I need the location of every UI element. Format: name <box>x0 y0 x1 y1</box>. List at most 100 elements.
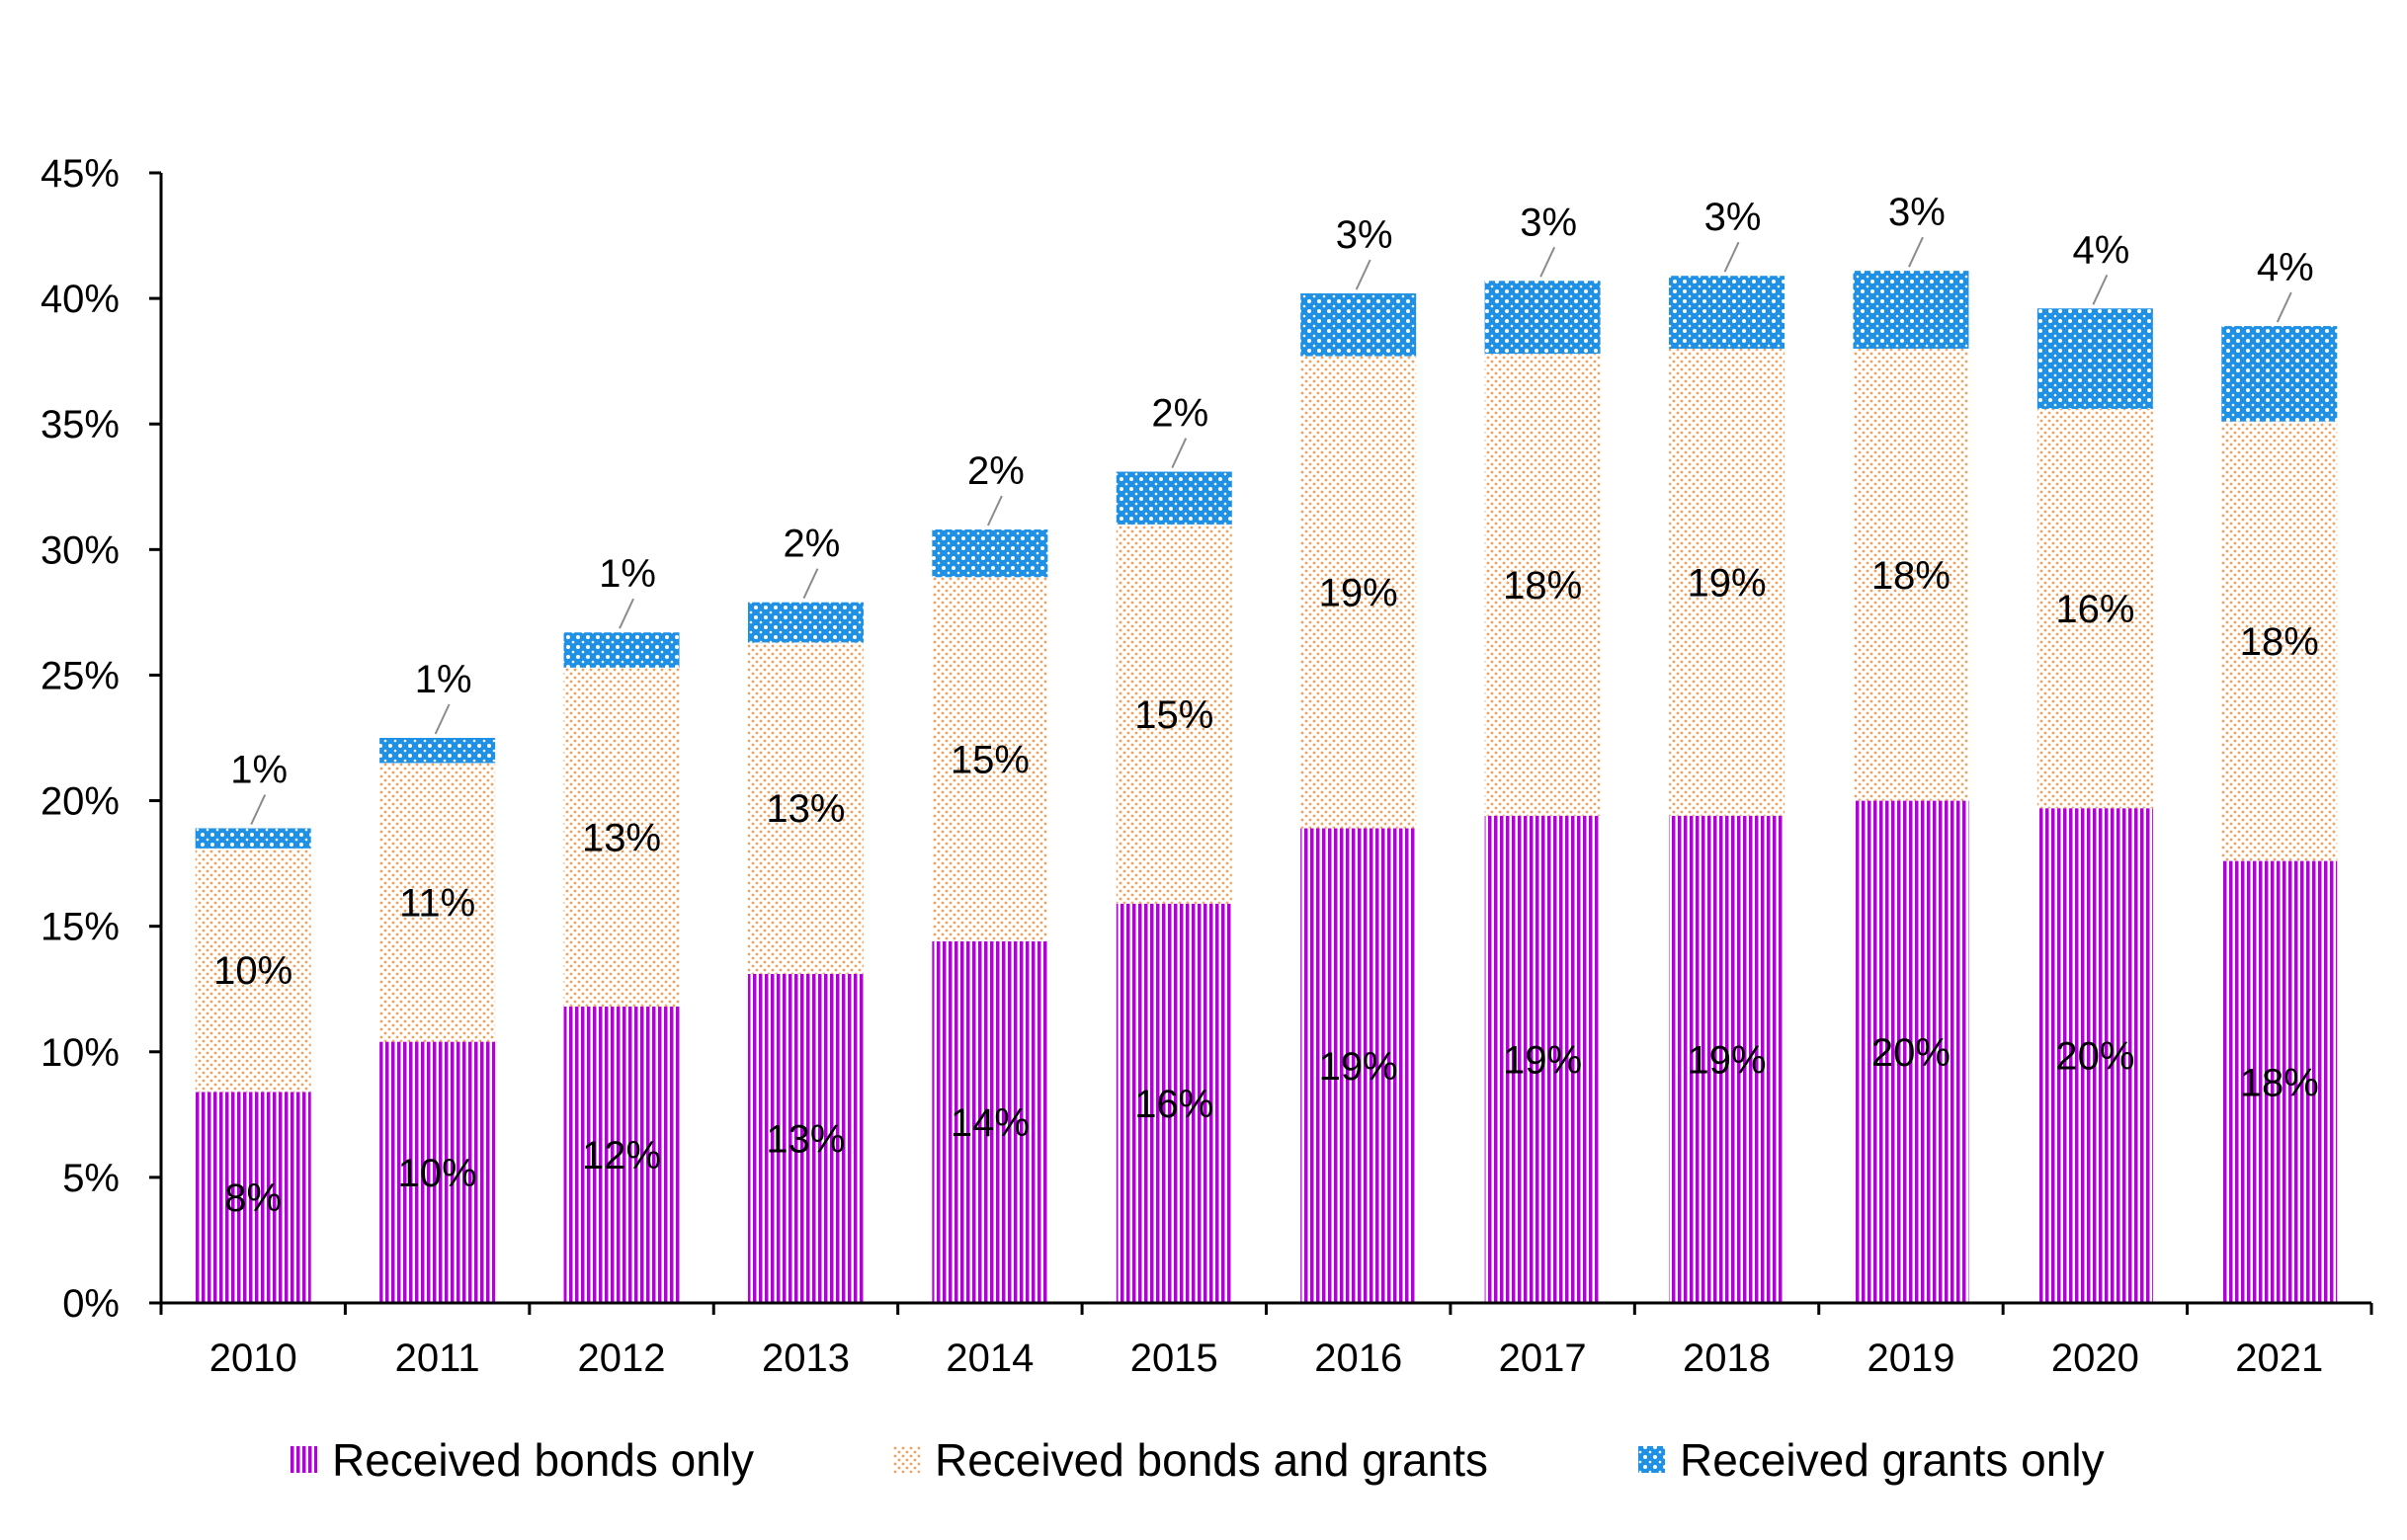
data-label-received-bonds-only-2011: 10% <box>398 1152 477 1195</box>
bar-received-grants-only-2017 <box>1484 281 1601 355</box>
bar-received-grants-only-2020 <box>2036 308 2153 409</box>
x-tick-label-2019: 2019 <box>1867 1337 1954 1380</box>
data-label-received-bonds-and-grants-2021: 18% <box>2240 620 2319 664</box>
leader-line-2013 <box>802 568 819 600</box>
data-label-received-bonds-and-grants-2014: 15% <box>951 739 1030 782</box>
data-label-received-bonds-only-2015: 16% <box>1134 1083 1213 1126</box>
bar-received-bonds-and-grants-2018 <box>1669 348 1785 816</box>
bar-received-bonds-only-2020 <box>2036 808 2153 1303</box>
leader-line-2014 <box>986 495 1003 527</box>
y-tick-label-35%: 35% <box>41 403 120 446</box>
bar-received-grants-only-2016 <box>1300 293 1417 357</box>
bar-received-bonds-and-grants-2016 <box>1300 356 1417 829</box>
x-tick-label-2020: 2020 <box>2051 1337 2139 1380</box>
x-tick-label-2011: 2011 <box>395 1337 480 1380</box>
axes: 2010 2011 2012 2013 2014 2015 2016 2017 2018 2019… <box>41 152 2373 1380</box>
bar-received-bonds-only-2012 <box>563 1007 680 1303</box>
x-tick-label-2014: 2014 <box>946 1337 1034 1380</box>
data-label-received-grants-only-2012: 1% <box>599 552 656 596</box>
y-tick-label-25%: 25% <box>41 654 120 697</box>
bar-received-bonds-only-2015 <box>1116 903 1232 1303</box>
bar-received-bonds-only-2011 <box>379 1041 496 1303</box>
x-tick-label-2017: 2017 <box>1499 1337 1587 1380</box>
data-label-received-bonds-and-grants-2016: 19% <box>1319 572 1398 615</box>
data-label-received-grants-only-2011: 1% <box>415 658 472 701</box>
data-label-received-grants-only-2021: 4% <box>2257 246 2314 289</box>
y-tick-label-20%: 20% <box>41 780 120 824</box>
x-tick-label-2015: 2015 <box>1130 1337 1218 1380</box>
data-label-received-grants-only-2020: 4% <box>2072 228 2129 272</box>
bar-received-grants-only-2014 <box>932 528 1048 578</box>
data-label-received-bonds-and-grants-2011: 11% <box>399 882 475 926</box>
data-label-received-bonds-only-2018: 19% <box>1688 1038 1767 1082</box>
bar-received-grants-only-2013 <box>747 602 864 643</box>
bar-received-bonds-only-2018 <box>1669 815 1785 1303</box>
x-tick-label-2021: 2021 <box>2235 1337 2323 1380</box>
data-label-received-bonds-and-grants-2020: 16% <box>2055 588 2134 631</box>
legend-label-received-bonds-and-grants: Received bonds and grants <box>935 1434 1488 1486</box>
data-label-received-grants-only-2017: 3% <box>1520 201 1577 244</box>
leader-line-2011 <box>434 703 451 735</box>
bar-received-bonds-and-grants-2011 <box>379 763 496 1042</box>
data-label-received-bonds-only-2012: 12% <box>582 1134 661 1177</box>
y-tick-label-0%: 0% <box>62 1282 120 1326</box>
bar-received-bonds-and-grants-2010 <box>195 848 311 1093</box>
leader-line-2016 <box>1355 259 1371 290</box>
legend-swatch-received-bonds-only <box>290 1446 317 1473</box>
y-tick-label-30%: 30% <box>41 528 120 572</box>
leader-line-2017 <box>1539 246 1556 278</box>
data-label-received-bonds-and-grants-2012: 13% <box>582 816 661 859</box>
y-tick-label-40%: 40% <box>41 278 120 321</box>
bar-received-grants-only-2015 <box>1116 471 1232 525</box>
bar-received-bonds-and-grants-2013 <box>747 642 864 974</box>
bar-received-bonds-and-grants-2017 <box>1484 354 1601 816</box>
bar-received-bonds-and-grants-2014 <box>932 577 1048 941</box>
leader-line-2015 <box>1171 438 1188 468</box>
leader-line-2018 <box>1723 241 1740 273</box>
plot-area: 8% 10% 1% 10% 11% 1% 12% 13% 1% 13% 13% 2% 14% 15% 2% 1… <box>195 191 2338 1303</box>
data-label-received-bonds-only-2014: 14% <box>951 1101 1030 1145</box>
bar-received-bonds-only-2014 <box>932 940 1048 1303</box>
bar-received-bonds-and-grants-2015 <box>1116 524 1232 904</box>
data-label-received-bonds-only-2013: 13% <box>766 1117 845 1161</box>
x-tick-label-2018: 2018 <box>1683 1337 1771 1380</box>
bar-received-bonds-only-2016 <box>1300 828 1417 1303</box>
bar-received-grants-only-2019 <box>1853 271 1969 349</box>
bar-received-grants-only-2011 <box>379 738 496 764</box>
leader-line-2019 <box>1908 236 1924 268</box>
data-label-received-bonds-and-grants-2017: 18% <box>1503 564 1582 608</box>
bar-received-bonds-only-2013 <box>747 973 864 1303</box>
legend-swatch-received-bonds-and-grants <box>893 1446 920 1473</box>
bar-received-bonds-and-grants-2020 <box>2036 408 2153 809</box>
y-tick-label-5%: 5% <box>62 1157 120 1200</box>
bar-received-grants-only-2018 <box>1669 276 1785 349</box>
data-label-received-grants-only-2013: 2% <box>784 523 841 566</box>
x-tick-label-2016: 2016 <box>1314 1337 1402 1380</box>
data-label-received-bonds-only-2016: 19% <box>1319 1045 1398 1089</box>
bar-received-bonds-only-2017 <box>1484 815 1601 1303</box>
legend-label-received-bonds-only: Received bonds only <box>332 1434 754 1486</box>
y-tick-label-15%: 15% <box>41 906 120 949</box>
data-label-received-bonds-and-grants-2015: 15% <box>1134 693 1213 737</box>
data-label-received-bonds-only-2017: 19% <box>1503 1038 1582 1082</box>
bar-received-bonds-only-2021 <box>2221 860 2338 1303</box>
data-label-received-bonds-and-grants-2019: 18% <box>1871 554 1950 598</box>
data-label-received-bonds-only-2019: 20% <box>1871 1031 1950 1075</box>
data-label-received-bonds-only-2020: 20% <box>2055 1035 2134 1079</box>
bar-received-grants-only-2021 <box>2221 326 2338 422</box>
bar-received-grants-only-2010 <box>195 828 311 849</box>
x-tick-label-2013: 2013 <box>762 1337 850 1380</box>
data-label-received-grants-only-2018: 3% <box>1704 196 1762 239</box>
x-tick-label-2010: 2010 <box>209 1337 297 1380</box>
bar-received-bonds-and-grants-2012 <box>563 667 680 1008</box>
legend: Received bonds only Received bonds and gr… <box>290 1434 2105 1486</box>
leader-line-2020 <box>2092 274 2109 305</box>
data-label-received-bonds-only-2021: 18% <box>2240 1061 2319 1104</box>
data-label-received-bonds-and-grants-2018: 19% <box>1688 561 1767 605</box>
bar-received-bonds-and-grants-2021 <box>2221 421 2338 861</box>
data-label-received-bonds-and-grants-2010: 10% <box>213 949 292 993</box>
bar-received-grants-only-2012 <box>563 632 680 668</box>
legend-swatch-received-grants-only <box>1638 1446 1665 1473</box>
data-label-received-grants-only-2015: 2% <box>1151 392 1208 436</box>
